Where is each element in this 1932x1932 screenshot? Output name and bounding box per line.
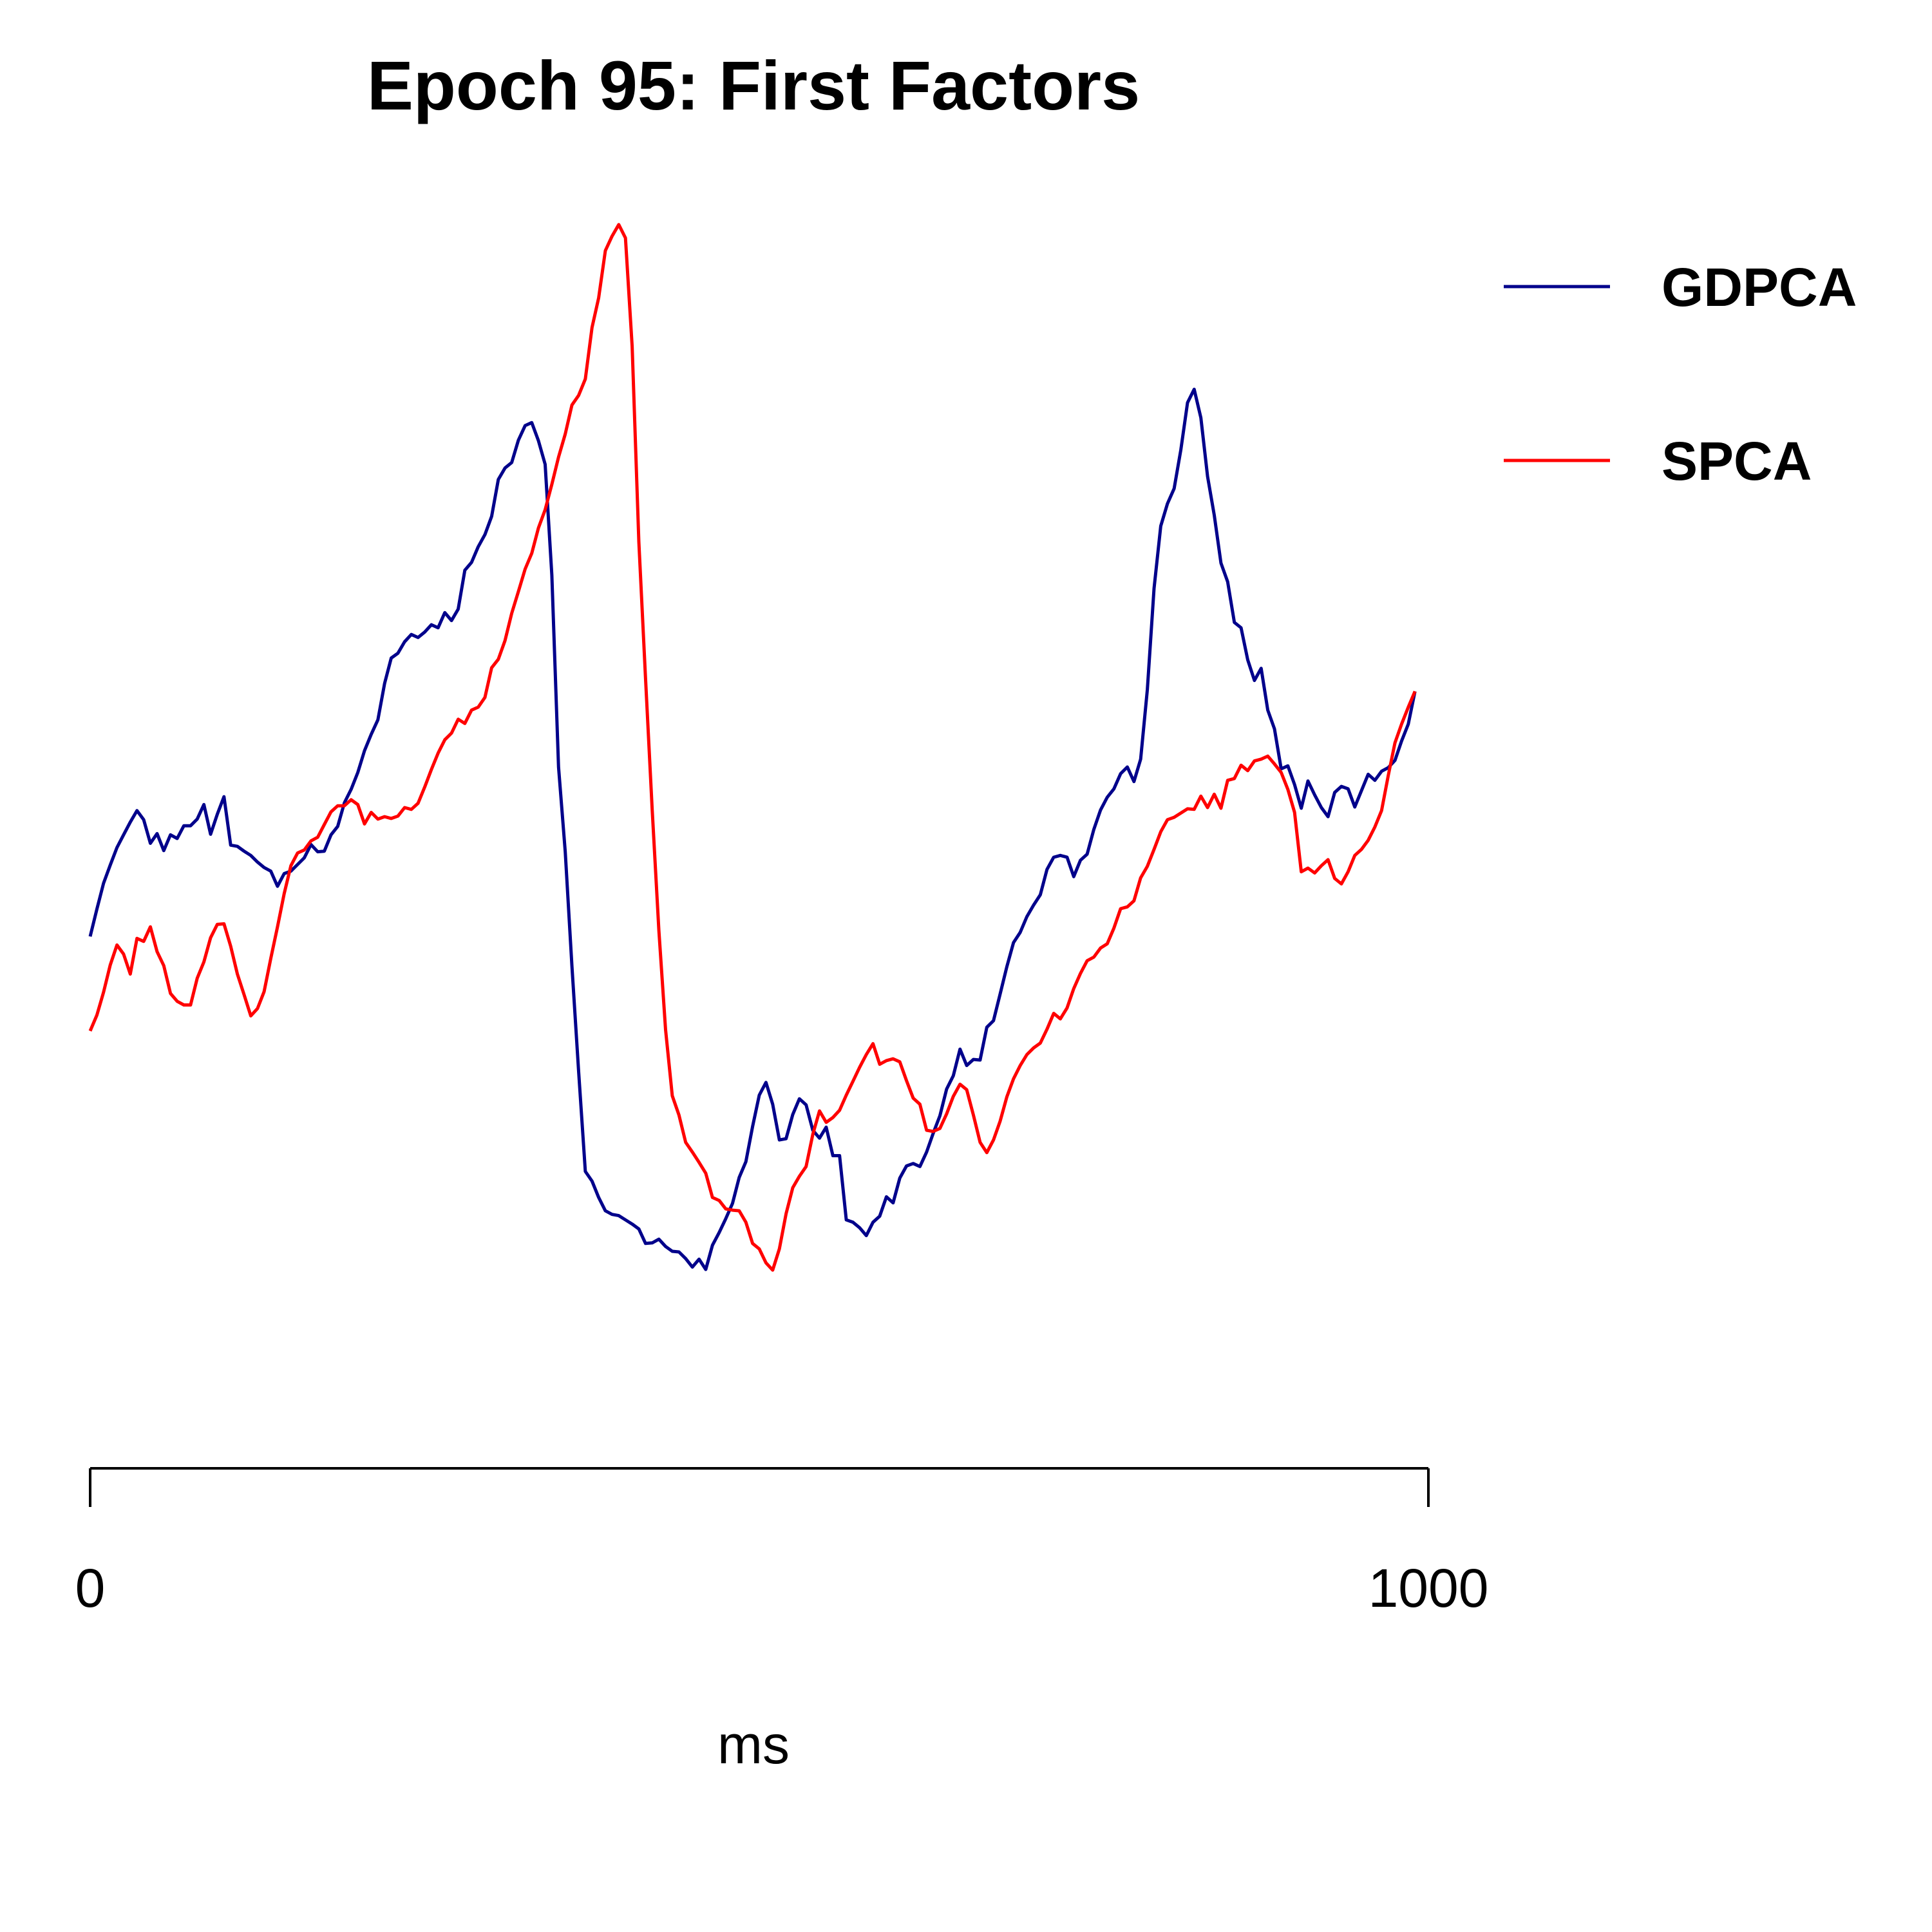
x-tick-label: 1000: [1368, 1558, 1489, 1618]
x-axis: 0 1000: [75, 1467, 1489, 1618]
series-line-spca: [88, 223, 1417, 1272]
legend-label-gdpca: GDPCA: [1662, 257, 1857, 317]
chart-title: Epoch 95: First Factors: [367, 46, 1140, 124]
series-line-gdpca: [88, 388, 1417, 1271]
legend-label-spca: SPCA: [1662, 431, 1812, 491]
x-tick-label: 0: [75, 1558, 106, 1618]
legend: GDPCA SPCA: [1504, 257, 1857, 491]
plot-area: [88, 223, 1417, 1272]
x-axis-label: ms: [717, 1714, 790, 1775]
